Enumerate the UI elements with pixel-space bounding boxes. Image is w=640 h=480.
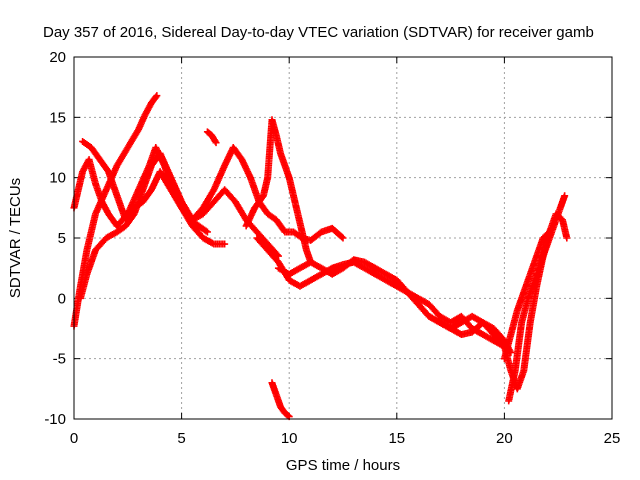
data-point bbox=[284, 412, 292, 420]
y-tick-label: -5 bbox=[53, 351, 66, 368]
series-track-5 bbox=[156, 144, 347, 244]
data-point bbox=[507, 349, 515, 357]
series-track-1 bbox=[70, 92, 161, 330]
y-tick-label: 20 bbox=[49, 49, 66, 66]
data-point bbox=[153, 92, 161, 100]
data-point bbox=[338, 233, 346, 241]
x-tick-label: 10 bbox=[281, 430, 298, 447]
data-point bbox=[563, 234, 571, 242]
x-tick-label: 20 bbox=[496, 430, 513, 447]
axis-ticks: 0 5 10 15 20 25 -10 -5 0 5 10 15 20 bbox=[44, 49, 620, 447]
y-tick-label: 5 bbox=[58, 230, 66, 247]
x-axis-label: GPS time / hours bbox=[286, 457, 400, 474]
y-axis-label: SDTVAR / TECUs bbox=[7, 178, 24, 298]
data-point bbox=[212, 139, 220, 147]
data-marks bbox=[70, 92, 571, 421]
data-point bbox=[221, 240, 229, 248]
data-point bbox=[152, 93, 160, 101]
y-tick-label: 0 bbox=[58, 290, 66, 307]
x-tick-label: 25 bbox=[604, 430, 621, 447]
series-track-9 bbox=[274, 256, 515, 357]
x-tick-label: 0 bbox=[70, 430, 78, 447]
data-point bbox=[561, 192, 569, 200]
series-track-10 bbox=[268, 379, 293, 421]
y-tick-label: 15 bbox=[49, 109, 66, 126]
x-tick-label: 15 bbox=[388, 430, 405, 447]
series-track-12 bbox=[505, 192, 569, 405]
y-tick-label: 10 bbox=[49, 170, 66, 187]
x-tick-label: 5 bbox=[177, 430, 185, 447]
data-point bbox=[546, 228, 554, 236]
plot-frame bbox=[73, 56, 613, 420]
series-track-6 bbox=[203, 128, 220, 147]
chart-title: Day 357 of 2016, Sidereal Day-to-day VTE… bbox=[43, 24, 594, 41]
data-point bbox=[203, 228, 211, 236]
series-track-13 bbox=[500, 228, 554, 363]
data-point bbox=[211, 137, 219, 145]
series-track-7 bbox=[242, 116, 315, 266]
data-point bbox=[544, 229, 552, 237]
data-point bbox=[202, 227, 210, 235]
data-point bbox=[339, 234, 347, 242]
y-tick-label: -10 bbox=[44, 411, 66, 428]
